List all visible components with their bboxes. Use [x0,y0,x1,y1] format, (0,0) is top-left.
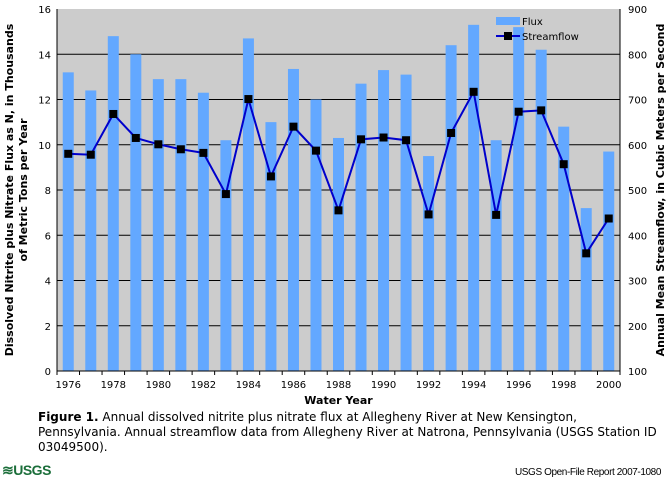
flux-bar [355,83,367,371]
x-tick-label: 1994 [461,380,486,391]
y2-tick-label: 200 [628,322,647,333]
y-tick-label: 16 [38,5,51,16]
streamflow-marker [86,150,95,159]
streamflow-marker [199,148,208,157]
streamflow-marker [447,128,456,137]
streamflow-marker [379,133,388,142]
y2-tick-label: 700 [628,96,647,107]
streamflow-marker [469,87,478,96]
y-tick-label: 14 [38,50,51,61]
flux-bar [197,92,209,372]
x-tick-label: 2000 [596,380,621,391]
flux-bar [580,208,592,371]
x-tick-label: 1984 [236,380,261,391]
flux-bar [310,99,322,371]
flux-bar [85,90,97,371]
flux-bar [445,45,457,371]
y2-tick-label: 800 [628,50,647,61]
x-tick-label: 1978 [101,380,126,391]
streamflow-marker [514,107,523,116]
streamflow-marker [154,140,163,149]
y2-axis-title: Annual Mean Streamflow, in Cubic Meters … [654,24,667,357]
x-tick-label: 1982 [191,380,216,391]
streamflow-marker [64,149,73,158]
y2-tick-label: 600 [628,141,647,152]
streamflow-marker [176,145,185,154]
streamflow-marker [244,95,253,104]
legend-streamflow-label: Streamflow [522,32,579,43]
flux-bar [130,54,142,371]
y-axis-title-line2: of Metric Tons per Year [17,118,30,262]
y-tick-label: 2 [45,322,51,333]
y-tick-label: 4 [45,277,51,288]
streamflow-marker [582,249,591,258]
flux-bar [107,36,119,372]
y2-tick-label: 500 [628,186,647,197]
streamflow-marker [357,135,366,144]
legend-streamflow-marker [504,32,512,40]
x-tick-label: 1988 [326,380,351,391]
usgs-logo: ≋USGS [2,462,51,478]
y-axis-title: Dissolved Nitrite plus Nitrate Flux as N… [3,23,16,356]
streamflow-marker [559,160,568,169]
flux-bar [265,122,277,371]
streamflow-marker [221,190,230,199]
flux-bar [603,151,615,371]
figure-caption: Figure 1. Annual dissolved nitrite plus … [38,410,658,455]
streamflow-marker [604,214,613,223]
streamflow-marker [109,109,118,118]
flux-bar [152,79,164,371]
streamflow-marker [424,210,433,219]
streamflow-marker [537,106,546,115]
y-tick-label: 6 [45,231,51,242]
x-tick-label: 1990 [371,380,396,391]
flux-bar [287,68,299,372]
x-tick-label: 1986 [281,380,306,391]
y2-tick-label: 300 [628,277,647,288]
flux-bar [378,70,390,372]
x-axis-title: Water Year [304,394,373,405]
legend-flux-label: Flux [522,17,543,28]
y2-tick-label: 400 [628,231,647,242]
streamflow-marker [266,172,275,181]
x-tick-label: 1998 [551,380,576,391]
flux-bar [333,137,344,371]
flux-bar [513,27,525,371]
y-tick-label: 10 [38,141,51,152]
flux-bar [400,74,412,372]
flux-bar [558,126,570,372]
x-tick-label: 1996 [506,380,531,391]
caption-text: Annual dissolved nitrite plus nitrate fl… [38,410,657,454]
y2-tick-label: 900 [628,5,647,16]
chart: 0 2 4 6 8 10 12 14 16 100 200 300 400 500 600 700 800 900… [3,5,667,405]
flux-bar [468,24,480,372]
report-id: USGS Open-File Report 2007-1080 [514,467,661,478]
flux-bar [220,140,232,371]
streamflow-marker [492,210,501,219]
streamflow-marker [289,122,298,131]
streamflow-marker [334,206,343,215]
x-tick-label: 1980 [146,380,171,391]
y2-tick-label: 100 [628,367,647,378]
flux-bar [62,72,74,371]
streamflow-marker [402,136,411,145]
legend-flux-swatch [496,17,520,25]
flux-bar [423,156,435,371]
y-tick-label: 8 [45,186,51,197]
flux-bar [175,79,187,371]
flux-bar [535,49,547,371]
streamflow-marker [131,133,140,142]
x-tick-label: 1976 [56,380,81,391]
y-tick-label: 12 [38,96,51,107]
y-tick-label: 0 [45,367,51,378]
x-tick-label: 1992 [416,380,441,391]
streamflow-marker [311,146,320,155]
caption-label: Figure 1. [38,410,99,424]
flux-bar [490,140,502,371]
flux-bar [242,38,254,371]
